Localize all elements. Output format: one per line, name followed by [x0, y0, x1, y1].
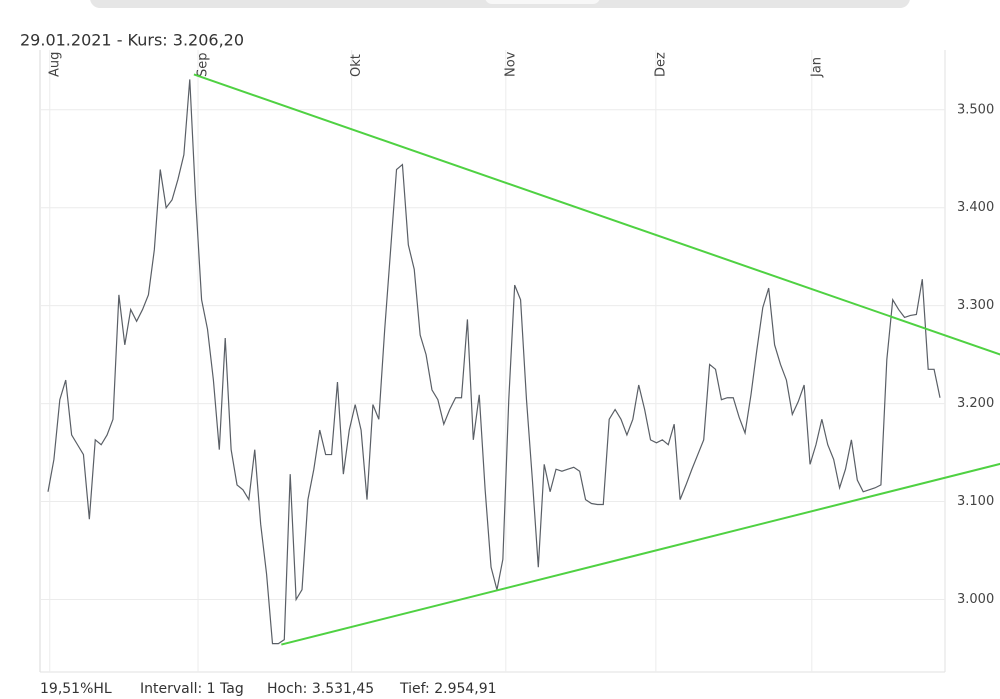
y-tick-label: 3.200: [957, 396, 994, 411]
y-tick-label: 3.100: [957, 494, 994, 509]
footer-stat: Tief: 2.954,91: [399, 681, 497, 697]
plot: [47, 73, 1000, 646]
grid: 3.000 3.100 3.200 3.300 3.400 3.500 Aug Sep Okt N…: [40, 50, 994, 672]
footer-stat: Intervall: 1 Tag: [140, 681, 244, 697]
x-tick-label: Aug: [47, 52, 62, 77]
trend-line: [281, 462, 1000, 646]
x-tick-label: Okt: [349, 54, 364, 77]
y-tick-label: 3.000: [957, 592, 994, 607]
y-tick-label: 3.300: [957, 298, 994, 313]
x-tick-label: Nov: [503, 51, 518, 77]
footer-stat: Hoch: 3.531,45: [267, 681, 374, 697]
y-tick-label: 3.500: [957, 102, 994, 117]
trend-line: [193, 73, 1000, 356]
top-bar-handle: [485, 0, 600, 4]
footer-stat: 19,51%HL: [40, 681, 112, 697]
x-tick-label: Jan: [809, 57, 824, 78]
price-line: [47, 79, 941, 645]
x-tick-label: Dez: [653, 52, 668, 77]
chart-title: 29.01.2021 - Kurs: 3.206,20: [20, 31, 244, 50]
x-tick-label: Sep: [196, 52, 211, 77]
y-tick-label: 3.400: [957, 200, 994, 215]
